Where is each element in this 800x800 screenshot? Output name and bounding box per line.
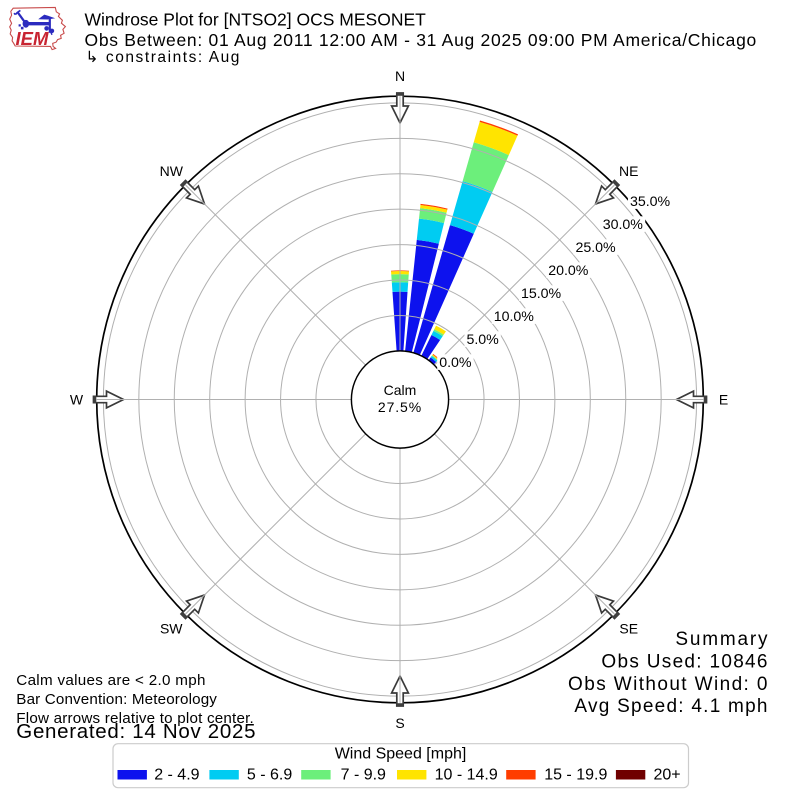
svg-text:Obs Used: 10846: Obs Used: 10846: [601, 651, 768, 672]
svg-text:5 - 6.9: 5 - 6.9: [247, 767, 292, 784]
svg-text:30.0%: 30.0%: [603, 217, 644, 233]
svg-text:0.0%: 0.0%: [439, 355, 472, 371]
svg-text:Wind Speed [mph]: Wind Speed [mph]: [335, 746, 467, 763]
svg-text:Flow arrows relative to plot c: Flow arrows relative to plot center.: [16, 710, 254, 727]
svg-text:Calm values are < 2.0 mph: Calm values are < 2.0 mph: [16, 672, 205, 689]
svg-text:2 - 4.9: 2 - 4.9: [154, 767, 199, 784]
svg-text:Obs Without Wind: 0: Obs Without Wind: 0: [568, 674, 769, 695]
svg-text:35.0%: 35.0%: [630, 194, 671, 210]
svg-text:Avg Speed: 4.1 mph: Avg Speed: 4.1 mph: [574, 696, 768, 717]
svg-text:10.0%: 10.0%: [494, 309, 535, 325]
svg-text:25.0%: 25.0%: [575, 240, 616, 256]
svg-text:S: S: [395, 715, 404, 731]
svg-text:Obs Between: 01 Aug 2011 12:00: Obs Between: 01 Aug 2011 12:00 AM - 31 A…: [85, 30, 757, 50]
svg-text:7 - 9.9: 7 - 9.9: [341, 767, 386, 784]
svg-text:NE: NE: [619, 163, 638, 179]
svg-text:15.0%: 15.0%: [521, 286, 562, 302]
svg-text:IEM: IEM: [16, 28, 49, 49]
svg-text:15 - 19.9: 15 - 19.9: [544, 767, 607, 784]
svg-text:Windrose Plot for [NTSO2] OCS: Windrose Plot for [NTSO2] OCS MESONET: [85, 10, 427, 30]
svg-text:5.0%: 5.0%: [466, 332, 499, 348]
svg-text:W: W: [70, 392, 84, 408]
svg-text:20.0%: 20.0%: [548, 263, 589, 279]
svg-text:NW: NW: [160, 163, 184, 179]
svg-text:↳ constraints: Aug: ↳ constraints: Aug: [86, 49, 241, 66]
svg-text:Bar Convention: Meteorology: Bar Convention: Meteorology: [16, 691, 217, 708]
svg-text:Calm: Calm: [384, 382, 417, 398]
svg-text:SW: SW: [160, 620, 183, 636]
svg-text:Generated: 14 Nov 2025: Generated: 14 Nov 2025: [16, 720, 256, 743]
svg-text:Summary: Summary: [675, 629, 769, 650]
svg-text:N: N: [395, 68, 405, 84]
svg-text:10 - 14.9: 10 - 14.9: [435, 767, 498, 784]
svg-text:SE: SE: [619, 620, 638, 636]
svg-text:27.5%: 27.5%: [378, 399, 422, 415]
svg-text:E: E: [719, 392, 728, 408]
svg-text:20+: 20+: [654, 767, 681, 784]
